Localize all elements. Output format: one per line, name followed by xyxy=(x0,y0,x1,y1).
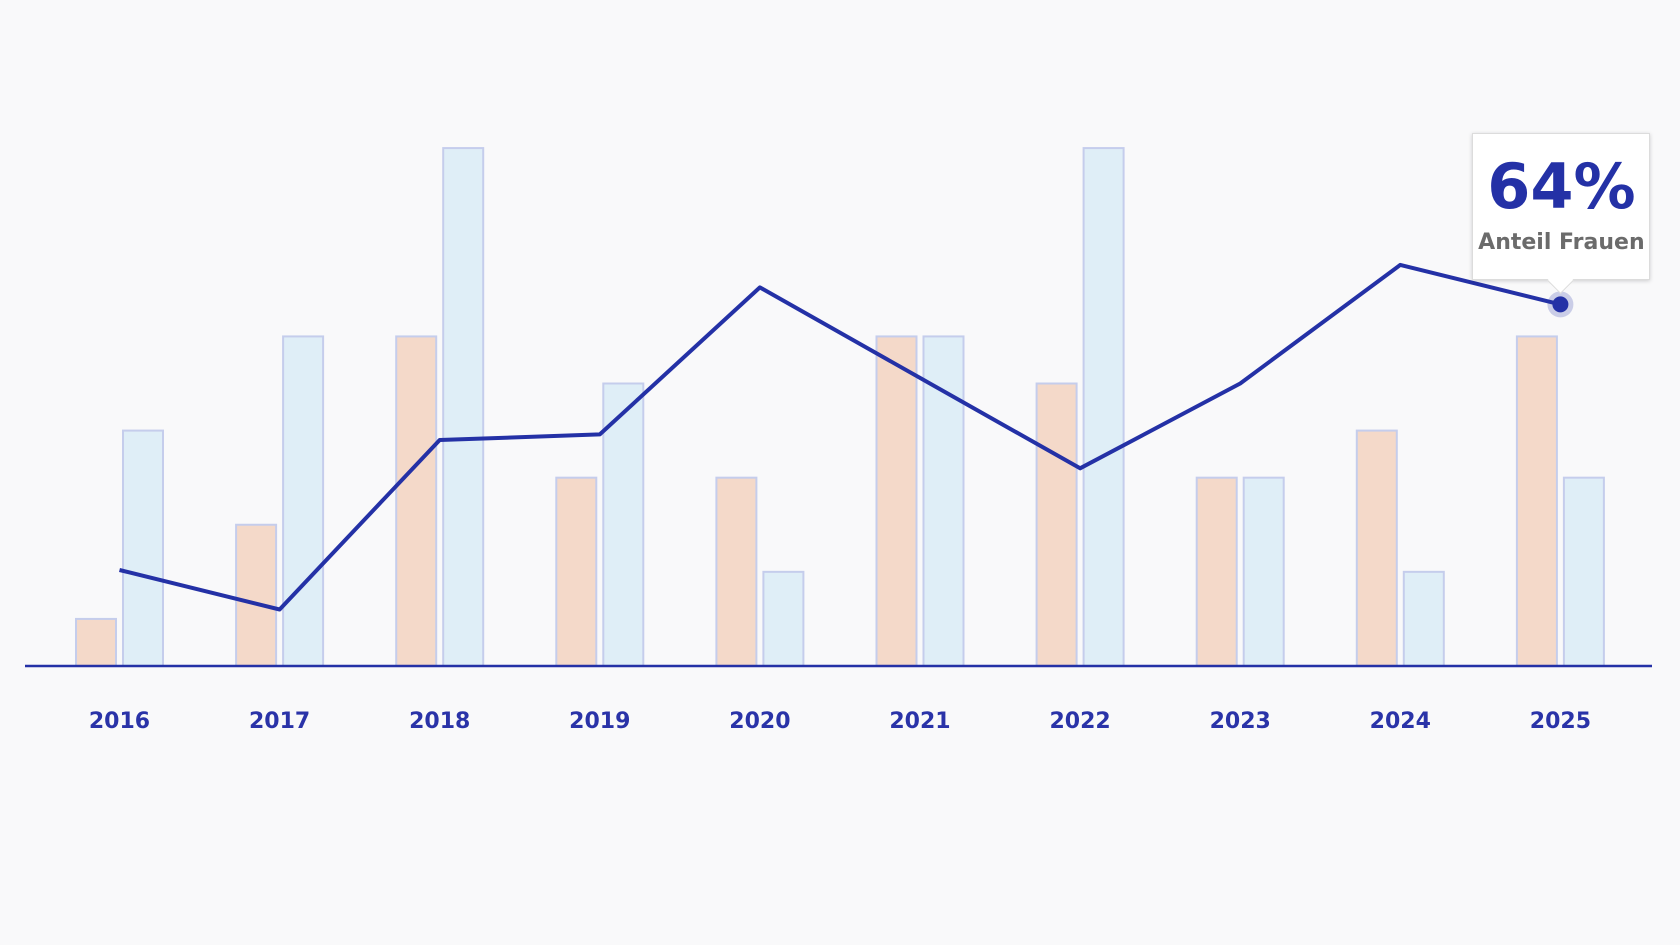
bar-series2-2016 xyxy=(122,429,164,668)
bar-series1-2021 xyxy=(875,335,918,667)
x-tick-label-2019: 2019 xyxy=(569,709,630,734)
bar-series1-2020 xyxy=(715,476,758,667)
bars-group xyxy=(75,147,1605,668)
x-tick-label-2021: 2021 xyxy=(889,709,950,734)
bar-series1-2016 xyxy=(75,617,117,668)
bar-series2-2024 xyxy=(1402,570,1445,667)
series-line-anteil-frauen xyxy=(119,262,1561,612)
bar-series2-2021 xyxy=(922,335,965,667)
x-tick-label-2016: 2016 xyxy=(89,709,150,734)
x-tick-labels: 2016 2017 2018 2019 2020 2021 2022 2023 2024 2025 xyxy=(89,709,1591,734)
x-tick-label-2017: 2017 xyxy=(249,709,310,734)
bar-series1-2019 xyxy=(555,476,598,667)
bar-series2-2025 xyxy=(1562,476,1605,667)
x-tick-label-2022: 2022 xyxy=(1049,709,1110,734)
x-tick-label-2020: 2020 xyxy=(729,709,790,734)
line-point-2025 xyxy=(1552,296,1569,313)
bar-series1-2018 xyxy=(395,335,438,667)
bar-series1-2022 xyxy=(1035,382,1078,667)
line-points xyxy=(1547,291,1574,318)
bar-series2-2020 xyxy=(762,570,805,667)
value-tooltip: 64% Anteil Frauen xyxy=(1472,133,1651,281)
bar-series2-2022 xyxy=(1082,147,1125,668)
x-tick-label-2025: 2025 xyxy=(1530,709,1591,734)
x-tick-label-2018: 2018 xyxy=(409,709,470,734)
tooltip-value: 64% xyxy=(1487,150,1636,224)
tooltip-label: Anteil Frauen xyxy=(1478,230,1645,256)
x-tick-label-2023: 2023 xyxy=(1210,709,1271,734)
bar-series2-2019 xyxy=(602,382,645,667)
x-tick-label-2024: 2024 xyxy=(1370,709,1431,734)
bar-series2-2017 xyxy=(282,335,325,667)
bar-series1-2017 xyxy=(235,523,278,667)
bar-series2-2018 xyxy=(442,147,485,668)
bar-series1-2024 xyxy=(1355,429,1398,668)
bar-series1-2025 xyxy=(1515,335,1558,667)
bar-series2-2023 xyxy=(1242,476,1285,667)
bar-series1-2023 xyxy=(1195,476,1238,667)
